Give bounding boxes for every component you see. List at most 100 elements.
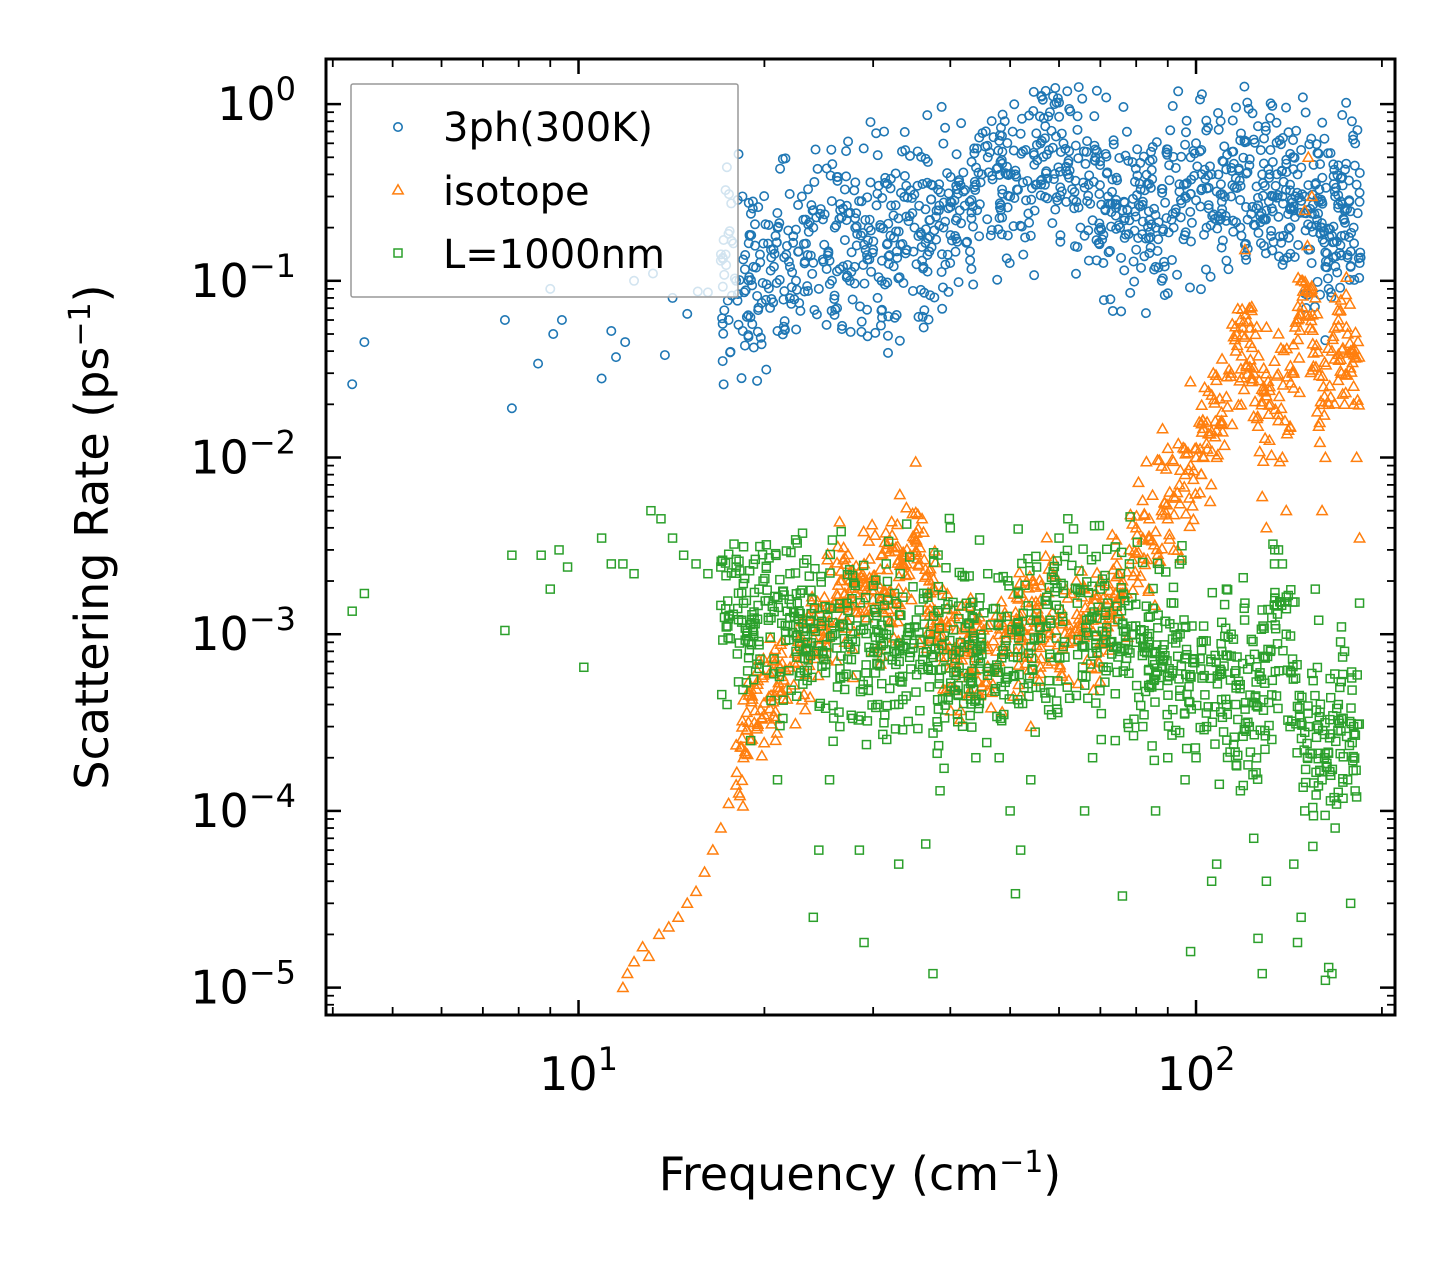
data-point	[729, 539, 739, 549]
data-point	[883, 536, 894, 547]
data-point	[1351, 393, 1365, 405]
data-point	[893, 487, 907, 500]
data-point	[885, 515, 899, 527]
data-point	[1182, 491, 1196, 503]
data-point	[737, 751, 750, 763]
data-point	[729, 778, 743, 790]
data-point	[1186, 512, 1200, 525]
data-point	[1035, 682, 1046, 693]
data-point	[1160, 197, 1171, 208]
data-point	[620, 966, 634, 979]
data-point	[1098, 295, 1109, 306]
data-point	[1054, 604, 1064, 614]
data-point	[1275, 450, 1289, 463]
data-point	[1255, 398, 1269, 410]
data-point	[986, 677, 1000, 690]
data-point	[1345, 898, 1356, 909]
data-point	[800, 214, 811, 225]
data-point	[1102, 191, 1113, 202]
data-point	[752, 375, 763, 386]
data-point	[994, 135, 1005, 146]
data-point	[835, 621, 845, 632]
data-point	[1177, 480, 1191, 492]
data-point	[1178, 467, 1192, 480]
data-point	[1245, 690, 1255, 700]
data-point	[1242, 301, 1256, 313]
data-point	[1196, 89, 1207, 100]
data-point	[1191, 138, 1202, 149]
data-point	[1259, 521, 1273, 533]
data-point	[1121, 126, 1132, 137]
data-point	[1181, 115, 1192, 126]
data-point	[1029, 595, 1043, 607]
data-point	[836, 526, 846, 537]
data-point	[1276, 378, 1290, 390]
data-point	[1295, 207, 1306, 218]
data-point	[1312, 276, 1323, 287]
data-point	[760, 573, 770, 584]
data-point	[1276, 237, 1287, 248]
data-point	[972, 143, 983, 154]
data-point	[1178, 234, 1189, 245]
data-point	[1231, 761, 1242, 771]
data-point	[1172, 478, 1186, 490]
data-point	[871, 200, 882, 211]
data-point	[1248, 134, 1259, 145]
data-point	[819, 654, 829, 665]
data-point	[845, 207, 856, 218]
data-point	[733, 789, 747, 801]
data-point	[1123, 600, 1134, 611]
data-point	[754, 584, 764, 594]
data-point	[777, 673, 791, 685]
data-point	[1002, 202, 1013, 213]
data-point	[788, 717, 802, 729]
data-point	[749, 219, 760, 230]
x-tick-label: 101	[539, 1040, 618, 1101]
data-point	[1221, 255, 1232, 266]
data-point	[1106, 649, 1117, 659]
data-point	[739, 340, 750, 351]
data-point	[831, 266, 842, 277]
data-point	[1108, 139, 1119, 150]
data-point	[1283, 715, 1293, 725]
data-point	[806, 585, 816, 596]
data-point	[1001, 635, 1011, 646]
data-point	[1243, 103, 1254, 114]
data-point	[1346, 703, 1356, 713]
data-point	[995, 156, 1006, 167]
data-point	[740, 705, 754, 718]
data-point	[1279, 503, 1293, 516]
data-point	[964, 196, 975, 207]
data-point	[895, 187, 906, 198]
data-point	[1244, 721, 1255, 732]
data-point	[1168, 598, 1179, 608]
data-point	[948, 625, 959, 635]
data-point	[1138, 721, 1148, 732]
data-point	[977, 128, 988, 139]
data-point	[936, 101, 947, 112]
data-point	[1050, 83, 1061, 94]
data-point	[1137, 229, 1148, 240]
data-point	[863, 222, 874, 233]
data-point	[1324, 733, 1335, 743]
data-point	[742, 688, 756, 700]
data-point	[1210, 702, 1220, 712]
data-point	[721, 570, 731, 581]
data-point	[1240, 238, 1251, 249]
data-point	[359, 337, 370, 348]
data-point	[875, 320, 886, 331]
data-point	[795, 588, 806, 598]
data-point	[1062, 673, 1076, 685]
data-point	[764, 553, 774, 563]
data-point	[1348, 351, 1362, 363]
data-point	[1274, 401, 1288, 414]
data-point	[872, 699, 883, 710]
data-point	[1034, 640, 1048, 653]
data-point	[1198, 380, 1212, 393]
data-point	[1030, 179, 1041, 190]
data-point	[1312, 214, 1323, 225]
data-point	[1141, 601, 1152, 611]
data-point	[1037, 174, 1048, 185]
data-point	[1150, 542, 1164, 555]
data-point	[1346, 116, 1357, 127]
